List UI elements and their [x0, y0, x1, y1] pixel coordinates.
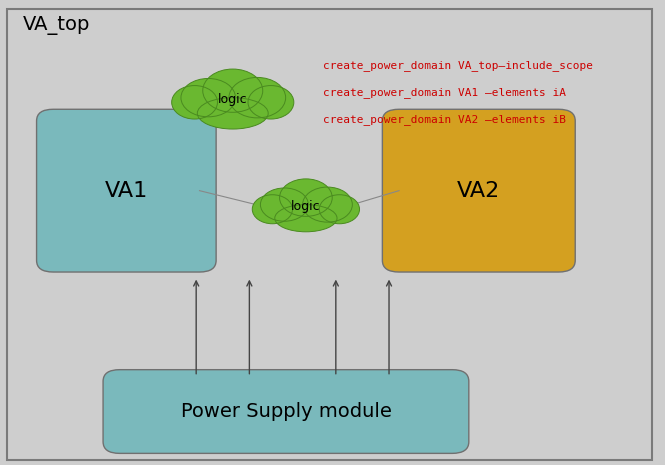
Text: logic: logic	[218, 93, 247, 106]
Text: create_power_domain VA1 –elements iA: create_power_domain VA1 –elements iA	[323, 87, 565, 98]
Text: VA1: VA1	[104, 180, 148, 201]
Ellipse shape	[248, 86, 294, 119]
Text: Power Supply module: Power Supply module	[180, 402, 392, 421]
Ellipse shape	[319, 195, 360, 224]
Ellipse shape	[172, 86, 217, 119]
FancyBboxPatch shape	[382, 109, 575, 272]
Ellipse shape	[303, 187, 352, 222]
Ellipse shape	[275, 205, 337, 232]
Ellipse shape	[279, 179, 332, 216]
Text: logic: logic	[291, 199, 321, 213]
Ellipse shape	[252, 195, 293, 224]
Ellipse shape	[181, 79, 235, 117]
FancyBboxPatch shape	[37, 109, 216, 272]
Ellipse shape	[203, 69, 263, 113]
Ellipse shape	[198, 98, 268, 129]
Ellipse shape	[229, 77, 286, 118]
Ellipse shape	[261, 188, 309, 221]
FancyBboxPatch shape	[103, 370, 469, 453]
Text: create_power_domain VA2 –elements iB: create_power_domain VA2 –elements iB	[323, 114, 565, 125]
Text: VA2: VA2	[457, 180, 501, 201]
Text: create_power_domain VA_top–include_scope: create_power_domain VA_top–include_scope	[323, 60, 593, 71]
Text: VA_top: VA_top	[23, 16, 90, 35]
